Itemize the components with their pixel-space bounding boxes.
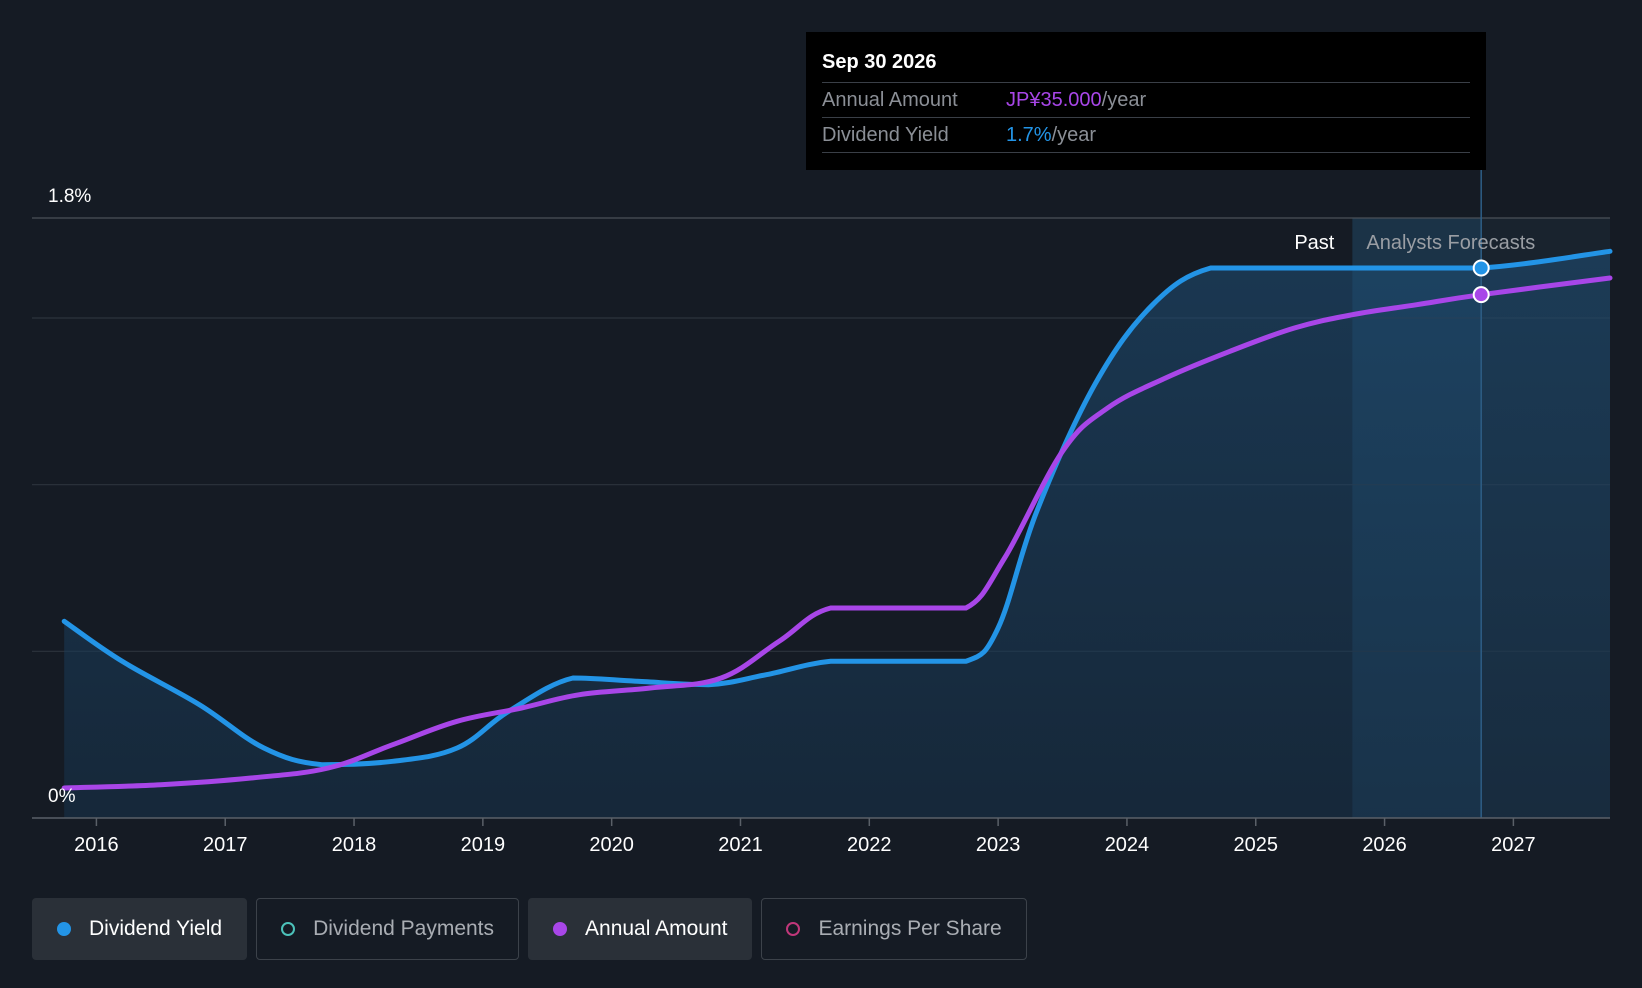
x-tick-label: 2022	[847, 834, 892, 856]
legend-dot-icon	[786, 922, 801, 936]
tooltip: Sep 30 2026 Annual Amount JP¥35.000 /yea…	[806, 32, 1486, 170]
x-tick-label: 2027	[1491, 834, 1536, 856]
tooltip-annual-label: Annual Amount	[822, 89, 958, 111]
legend-label: Dividend Payments	[313, 917, 495, 940]
tooltip-annual-row: Annual Amount JP¥35.000 /year	[822, 83, 1470, 118]
legend-dot-icon	[57, 922, 71, 936]
tooltip-yield-label: Dividend Yield	[822, 124, 949, 146]
x-tick-label: 2025	[1234, 834, 1279, 856]
legend-dividend-yield[interactable]: Dividend Yield	[32, 898, 248, 960]
y-axis-labels: 0% 1.8%	[48, 186, 91, 807]
x-tick-label: 2023	[976, 834, 1021, 856]
dividend-yield-line[interactable]	[61, 248, 1613, 768]
x-tick-label: 2017	[203, 834, 248, 856]
forecast-label: Analysts Forecasts	[1366, 232, 1535, 254]
legend-dot-icon	[281, 922, 296, 936]
dividend-yield-area	[64, 251, 1611, 819]
x-tick-label: 2020	[589, 834, 634, 856]
past-label: Past	[1294, 232, 1334, 254]
tooltip-date: Sep 30 2026	[822, 46, 1470, 83]
legend-label: Dividend Yield	[89, 917, 223, 940]
legend: Dividend Yield Dividend Payments Annual …	[32, 898, 1036, 960]
y-tick-label: 0%	[48, 786, 76, 807]
dividend-yield-marker[interactable]	[1472, 259, 1490, 277]
legend-dividend-payments[interactable]: Dividend Payments	[256, 898, 520, 960]
x-tick-label: 2016	[74, 834, 119, 856]
annual-amount-marker[interactable]	[1472, 286, 1490, 304]
tooltip-yield-value: 1.7%	[1006, 124, 1052, 146]
tooltip-annual-value: JP¥35.000	[1006, 89, 1102, 111]
annual-amount-line[interactable]	[61, 275, 1613, 791]
x-tick-label: 2019	[461, 834, 506, 856]
legend-earnings-per-share[interactable]: Earnings Per Share	[761, 898, 1027, 960]
y-tick-label: 1.8%	[48, 186, 91, 207]
legend-annual-amount[interactable]: Annual Amount	[528, 898, 753, 960]
x-tick-label: 2018	[332, 834, 377, 856]
x-tick-label: 2021	[718, 834, 763, 856]
legend-label: Earnings Per Share	[818, 917, 1002, 940]
x-tick-label: 2026	[1362, 834, 1407, 856]
tooltip-yield-row: Dividend Yield 1.7% /year	[822, 118, 1470, 153]
x-tick-label: 2024	[1105, 834, 1150, 856]
tooltip-annual-unit: /year	[1101, 89, 1147, 111]
legend-dot-icon	[553, 922, 568, 936]
x-axis-ticks: 2016 2017 2018 2019 2020 2021 2022 2023 2024 2025…	[74, 818, 1536, 856]
legend-label: Annual Amount	[585, 917, 728, 940]
tooltip-yield-unit: /year	[1051, 124, 1097, 146]
